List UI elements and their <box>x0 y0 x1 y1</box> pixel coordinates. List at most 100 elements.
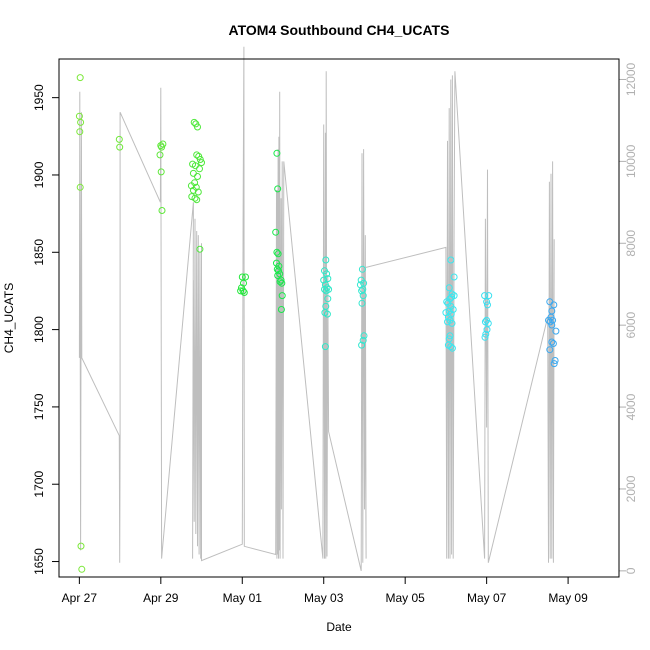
y2-tick-label: 6000 <box>624 311 638 338</box>
x-tick-label: Apr 27 <box>62 591 98 605</box>
data-point <box>446 332 454 340</box>
data-point <box>274 185 282 193</box>
altitude-line <box>78 46 555 572</box>
data-point <box>76 183 84 191</box>
data-point <box>237 287 245 295</box>
data-point <box>194 123 201 131</box>
data-point <box>358 341 366 349</box>
y-tick-label: 1700 <box>32 471 46 498</box>
data-point <box>196 165 203 173</box>
data-point <box>552 327 560 335</box>
data-point <box>359 336 367 344</box>
data-point <box>276 278 284 286</box>
data-point <box>358 265 366 273</box>
data-point <box>240 289 248 296</box>
data-point <box>189 186 197 194</box>
y2-tick-label: 10000 <box>624 144 638 178</box>
data-point <box>190 118 198 126</box>
data-point <box>448 344 456 352</box>
data-point <box>115 135 123 143</box>
data-point <box>193 151 201 159</box>
data-point <box>193 196 201 204</box>
data-point <box>159 140 167 148</box>
data-point <box>156 151 164 159</box>
data-point <box>358 287 366 295</box>
y2-tick-label: 4000 <box>624 393 638 420</box>
data-point <box>449 306 457 313</box>
data-point <box>448 293 456 301</box>
data-point <box>277 306 285 313</box>
x-tick-label: May 09 <box>548 591 588 605</box>
plot-frame <box>58 58 620 578</box>
data-point <box>483 326 491 334</box>
data-point <box>545 316 552 324</box>
data-point <box>158 207 166 214</box>
data-point <box>275 267 282 275</box>
data-point <box>481 292 489 300</box>
data-point <box>116 143 124 151</box>
x-tick-label: May 05 <box>386 591 426 605</box>
data-point <box>448 290 456 298</box>
data-point <box>550 360 558 368</box>
data-point <box>194 173 201 180</box>
data-point <box>76 128 84 136</box>
data-point <box>550 301 558 309</box>
y-tick-label: 1750 <box>32 393 46 420</box>
data-point <box>484 301 491 309</box>
data-point <box>448 319 456 327</box>
axes: Apr 27 Apr 29 May 01 May 03 May 05 May 07 May … <box>32 62 638 605</box>
data-point <box>447 256 455 264</box>
y2-tick-label: 8000 <box>624 230 638 257</box>
x-tick-label: May 03 <box>304 591 344 605</box>
data-point <box>273 149 281 157</box>
ch4-series <box>75 74 560 573</box>
data-point <box>196 156 204 163</box>
data-point <box>78 565 86 573</box>
x-tick-label: May 01 <box>223 591 263 605</box>
x-tick-label: May 07 <box>467 591 507 605</box>
data-point <box>548 321 556 329</box>
data-point <box>198 159 205 167</box>
y2-tick-label: 2000 <box>624 475 638 502</box>
y-tick-label: 1900 <box>32 161 46 188</box>
chart-title: ATOM4 Southbound CH4_UCATS <box>229 22 450 38</box>
data-point <box>196 245 204 253</box>
data-point <box>549 340 557 347</box>
data-point <box>360 332 368 340</box>
data-point <box>324 295 332 303</box>
data-point <box>76 74 84 82</box>
data-point <box>323 270 331 278</box>
data-point <box>189 169 197 177</box>
data-point <box>158 143 166 151</box>
data-point <box>187 182 195 190</box>
data-point <box>483 298 491 306</box>
altitude-series <box>78 46 555 572</box>
data-point <box>548 338 556 346</box>
data-point <box>242 273 249 281</box>
y-axis-label: CH4_UCATS <box>2 283 16 353</box>
data-point <box>321 285 328 293</box>
data-point <box>239 287 247 295</box>
data-point <box>240 279 247 287</box>
data-point <box>444 318 451 326</box>
y-tick-label: 1800 <box>32 316 46 343</box>
data-point <box>324 275 332 283</box>
data-point <box>272 228 280 236</box>
data-point <box>358 299 366 307</box>
data-point <box>359 292 367 300</box>
data-point <box>274 272 282 279</box>
data-point <box>445 284 453 292</box>
y2-tick-label: 0 <box>624 567 638 574</box>
data-point <box>481 333 489 341</box>
data-point <box>447 343 455 351</box>
data-point <box>443 298 451 306</box>
data-point <box>274 250 282 258</box>
y-tick-label: 1950 <box>32 84 46 111</box>
y-tick-label: 1850 <box>32 239 46 266</box>
data-point <box>157 168 165 176</box>
data-point <box>321 343 329 351</box>
data-point <box>485 292 493 300</box>
data-point <box>278 292 286 300</box>
x-tick-label: Apr 29 <box>143 591 179 605</box>
